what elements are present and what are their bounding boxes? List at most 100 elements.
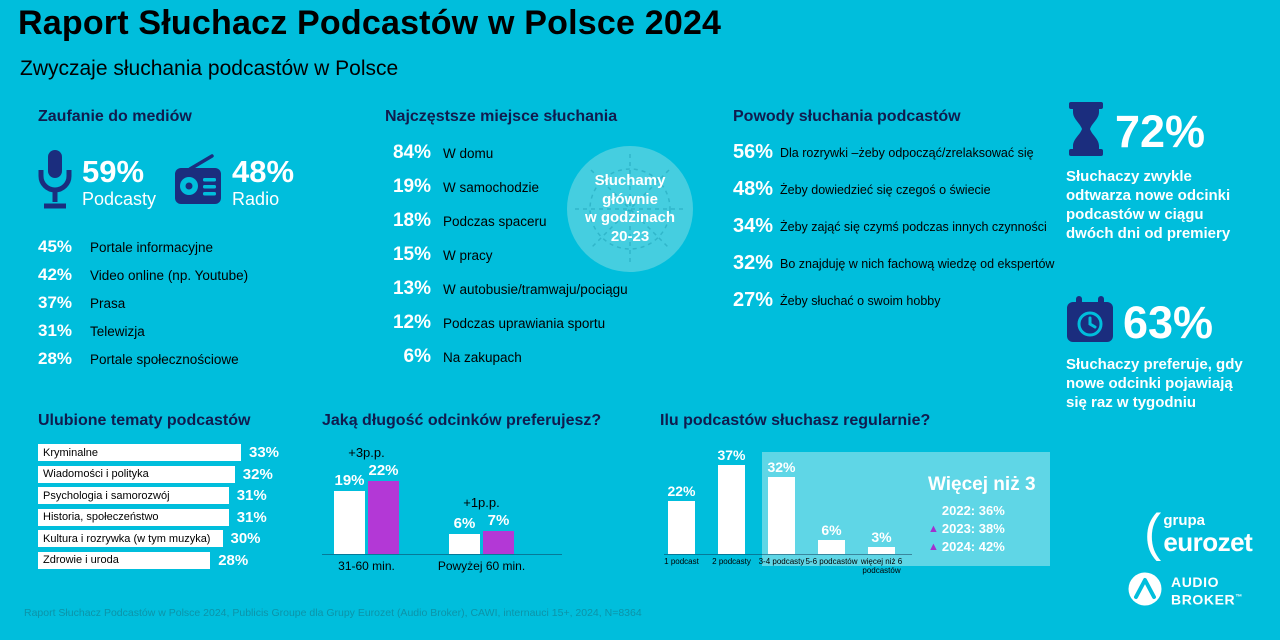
topics-bar-chart: Kryminalne 33% Wiadomości i polityka 32%… — [38, 444, 353, 569]
axis-label: 1 podcast — [664, 557, 699, 566]
reason-item-label: Dla rozrywki –żeby odpocząć/zrelaksować … — [780, 145, 1034, 160]
axis-label: więcej niż 6 podcastów — [860, 557, 903, 575]
topic-row: Kryminalne 33% — [38, 444, 353, 461]
trust-featured-radio: 48% Radio — [174, 154, 294, 211]
topic-bar: Kryminalne — [38, 444, 241, 461]
bar-column-current: 22% — [368, 462, 399, 554]
section-topics: Ulubione tematy podcastów Kryminalne 33%… — [38, 412, 353, 573]
axis-label: Powyżej 60 min. — [437, 559, 526, 573]
trust-item-label: Portale społecznościowe — [90, 351, 239, 367]
places-list-item: 15% W pracy — [385, 238, 695, 272]
annotation-year-value: 2022: 36% — [941, 503, 1005, 518]
regular-bars: 22% 1 podcast 37% 2 podcasty 32% 3-4 po — [664, 447, 902, 575]
axis-label: 3-4 podcasty — [758, 557, 805, 566]
topic-value: 28% — [218, 551, 249, 569]
bar — [768, 477, 795, 554]
places-header: Najczęstsze miejsce słuchania — [385, 108, 618, 125]
topic-row: Psychologia i samorozwój 31% — [38, 487, 353, 504]
topic-label: Wiadomości i polityka — [43, 468, 149, 480]
reasons-list-item: 32% Bo znajduję w nich fachową wiedzę od… — [733, 245, 1063, 282]
place-item-value: 6% — [403, 346, 431, 367]
reason-item-label: Żeby słuchać o swoim hobby — [780, 293, 941, 308]
trust-item-label: Prasa — [90, 295, 126, 311]
bar-value: 37% — [717, 447, 746, 464]
audio-broker-logo: AUDIO BROKER™ — [1128, 572, 1243, 611]
badge-spokes-decoration — [575, 154, 685, 264]
topic-row: Zdrowie i uroda 28% — [38, 551, 353, 569]
topics-header: Ulubione tematy podcastów — [38, 412, 251, 429]
trust-item-label: Telewizja — [90, 323, 145, 339]
stat-weekly-episodes: 63% Słuchaczy preferuje, gdy nowe odcink… — [1066, 296, 1271, 412]
place-item-value: 12% — [392, 312, 431, 333]
stat-value: 63% — [1123, 296, 1214, 348]
length-groups: +3p.p. 19% 22% 31-60 min. — [334, 445, 525, 573]
place-item-label: W autobusie/tramwaju/pociągu — [443, 281, 628, 297]
topic-label: Kultura i rozrywka (w tym muzyka) — [43, 532, 211, 545]
eurozet-paren-mark: ( — [1144, 504, 1162, 562]
topic-bar: Wiadomości i polityka — [38, 465, 235, 483]
more-than-3-highlight-box — [762, 452, 1050, 566]
place-item-value: 19% — [392, 176, 431, 197]
trust-list-item: 37% Prasa — [38, 289, 358, 317]
annotation-row: ▲ 2023: 38% — [928, 520, 1036, 538]
bar — [668, 501, 695, 554]
place-item-value: 13% — [392, 278, 431, 299]
badge-line: Słuchamy — [594, 172, 666, 189]
trust-list-item: 28% Portale społecznościowe — [38, 345, 358, 373]
reasons-list: 56% Dla rozrywki –żeby odpocząć/zrelakso… — [733, 134, 1063, 319]
topic-value: 30% — [230, 530, 261, 547]
reason-item-value: 32% — [733, 252, 774, 274]
topic-label: Psychologia i samorozwój — [43, 489, 170, 502]
length-chart: +3p.p. 19% 22% 31-60 min. — [322, 436, 572, 573]
trust-list-item: 31% Telewizja — [38, 317, 358, 345]
microphone-icon — [38, 148, 72, 217]
topic-value: 32% — [242, 465, 273, 483]
topic-label: Historia, społeczeństwo — [43, 511, 159, 523]
trust-list-item: 45% Portale informacyjne — [38, 233, 358, 261]
page-title: Raport Słuchacz Podcastów w Polsce 2024 — [18, 4, 722, 42]
bar-previous — [449, 534, 480, 554]
more-than-3-annotation: Więcej niż 3 ▲ 2022: 36% ▲ 2023: 38% — [928, 474, 1036, 556]
regular-chart: 22% 1 podcast 37% 2 podcasty 32% 3-4 po — [660, 436, 1070, 575]
grupa-eurozet-logo: ( grupa eurozet — [1144, 504, 1253, 562]
topic-value: 31% — [236, 487, 267, 504]
annotation-year-value: 2024: 42% — [941, 539, 1005, 554]
reason-item-label: Żeby dowiedzieć się czegoś o świecie — [780, 182, 991, 197]
delta-label: +3p.p. — [348, 445, 385, 461]
radio-trust-label: Radio — [232, 188, 280, 209]
stat-text: Słuchaczy preferuje, gdy nowe odcinki po… — [1066, 356, 1243, 411]
badge-line: głównie — [602, 190, 658, 208]
places-list-item: 84% W domu — [385, 136, 695, 170]
trust-item-label: Portale informacyjne — [90, 239, 214, 255]
stat-text: Słuchaczy zwykle odtwarza nowe odcinki p… — [1066, 168, 1231, 242]
annotation-year-value: 2023: 38% — [941, 521, 1005, 536]
topic-row: Wiadomości i polityka 32% — [38, 465, 353, 483]
annotation-rows: ▲ 2022: 36% ▲ 2023: 38% ▲ 2024: 42% — [928, 502, 1036, 556]
bar — [818, 539, 845, 554]
radio-icon — [174, 154, 222, 211]
trust-item-label: Video online (np. Youtube) — [90, 267, 249, 283]
stat-new-episodes: 72% Słuchaczy zwykle odtwarza nowe odcin… — [1066, 102, 1271, 243]
bar-value: 3% — [871, 528, 892, 545]
trust-item-value: 31% — [38, 321, 73, 340]
bar-value: 19% — [334, 472, 365, 490]
section-episode-length: Jaką długość odcinków preferujesz? +3p.p… — [322, 412, 622, 573]
bar-value: 22% — [667, 483, 696, 500]
place-item-value: 15% — [392, 244, 431, 265]
place-item-value: 18% — [392, 210, 431, 231]
bar-column-previous: 19% — [334, 472, 365, 554]
up-arrow-icon: ▲ — [928, 523, 939, 535]
trust-list-item: 42% Video online (np. Youtube) — [38, 261, 358, 289]
topic-bar: Psychologia i samorozwój — [38, 487, 229, 504]
reasons-list-item: 56% Dla rozrywki –żeby odpocząć/zrelakso… — [733, 134, 1063, 171]
reason-item-value: 48% — [733, 178, 774, 200]
trust-featured-podcasts: 59% Podcasty — [38, 148, 156, 217]
stat-value: 72% — [1115, 105, 1206, 157]
axis-label: 5-6 podcastów — [805, 557, 858, 566]
place-item-label: Na zakupach — [443, 349, 522, 365]
topic-bar: Kultura i rozrywka (w tym muzyka) — [38, 530, 223, 547]
calendar-clock-icon — [1066, 296, 1114, 349]
annotation-row: ▲ 2022: 36% — [928, 502, 1036, 520]
regular-axis-line — [664, 554, 912, 555]
